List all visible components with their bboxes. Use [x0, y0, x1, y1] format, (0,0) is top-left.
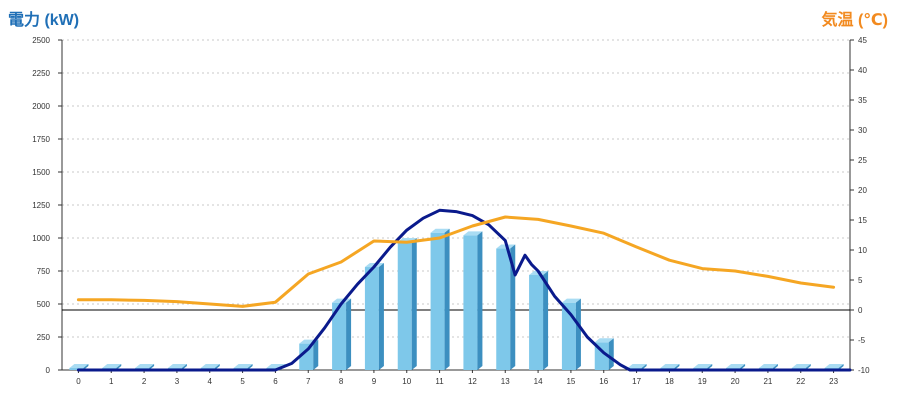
right-tick-label: 30: [858, 126, 867, 135]
bar-side: [543, 270, 549, 370]
bar: [529, 274, 544, 370]
bar-top: [627, 364, 647, 369]
x-tick-label: 7: [306, 377, 311, 386]
x-tick-label: 6: [273, 377, 278, 386]
left-tick-label: 500: [37, 300, 51, 309]
left-tick-label: 2250: [32, 69, 50, 78]
x-tick-label: 9: [372, 377, 377, 386]
left-tick-label: 0: [46, 366, 51, 375]
right-tick-label: 5: [858, 276, 863, 285]
bar-top: [102, 364, 122, 369]
left-tick-label: 250: [37, 333, 51, 342]
x-tick-label: 2: [142, 377, 147, 386]
x-tick-label: 23: [829, 377, 838, 386]
bar-top: [233, 364, 253, 369]
bar-top: [758, 364, 778, 369]
x-tick-label: 22: [796, 377, 805, 386]
power-forecast-line: [76, 208, 852, 372]
bar-side: [346, 298, 352, 370]
right-tick-label: 10: [858, 246, 867, 255]
left-tick-label: 1500: [32, 168, 50, 177]
x-tick-label: 16: [599, 377, 608, 386]
x-tick-label: 18: [665, 377, 674, 386]
right-axis-title: 気温 (℃): [821, 12, 888, 29]
bar-top: [135, 364, 155, 369]
bar: [364, 267, 379, 370]
bar-top: [463, 231, 483, 236]
bar-side: [444, 228, 450, 370]
bar: [332, 302, 347, 370]
x-tick-label: 10: [402, 377, 411, 386]
bar-top: [660, 364, 680, 369]
bar-top: [167, 364, 187, 369]
temperature-line: [76, 215, 836, 308]
left-tick-label: 2000: [32, 102, 50, 111]
right-tick-label: -10: [858, 366, 870, 375]
right-tick-label: 20: [858, 186, 867, 195]
left-tick-label: 2500: [32, 36, 50, 45]
x-tick-label: 19: [698, 377, 707, 386]
bar-top: [69, 364, 89, 369]
x-tick-label: 12: [468, 377, 477, 386]
x-tick-label: 11: [435, 377, 444, 386]
x-tick-label: 0: [76, 377, 81, 386]
bar-side: [608, 338, 614, 370]
x-tick-label: 20: [731, 377, 740, 386]
bar-side: [411, 237, 417, 370]
x-tick-label: 5: [240, 377, 245, 386]
left-tick-label: 1000: [32, 234, 50, 243]
bar: [496, 248, 511, 370]
bar-side: [575, 298, 581, 370]
x-tick-label: 21: [763, 377, 772, 386]
bar: [397, 241, 412, 370]
left-tick-label: 750: [37, 267, 51, 276]
bar-top: [430, 228, 450, 233]
bar-side: [378, 263, 384, 370]
right-tick-label: 15: [858, 216, 867, 225]
right-tick-label: 35: [858, 96, 867, 105]
right-tick-label: 25: [858, 156, 867, 165]
bar-top: [824, 364, 844, 369]
x-tick-label: 15: [566, 377, 575, 386]
bar-top: [726, 364, 746, 369]
right-tick-label: 0: [858, 306, 863, 315]
bar-top: [791, 364, 811, 369]
x-tick-label: 3: [175, 377, 180, 386]
right-tick-label: -5: [858, 336, 866, 345]
right-tick-label: 40: [858, 66, 867, 75]
x-tick-label: 13: [501, 377, 510, 386]
x-tick-label: 17: [632, 377, 641, 386]
x-tick-label: 1: [109, 377, 114, 386]
left-axis-title: 電力 (kW): [8, 12, 80, 29]
x-tick-label: 8: [339, 377, 344, 386]
bar: [463, 235, 478, 370]
bar: [69, 368, 84, 370]
bar-top: [693, 364, 713, 369]
bar-top: [561, 298, 581, 303]
x-tick-label: 4: [208, 377, 213, 386]
left-tick-label: 1250: [32, 201, 50, 210]
left-tick-label: 1750: [32, 135, 50, 144]
right-tick-label: 45: [858, 36, 867, 45]
bar-side: [477, 231, 483, 370]
bar: [561, 302, 576, 370]
bar: [430, 232, 445, 370]
bar-side: [313, 339, 319, 370]
x-tick-label: 14: [534, 377, 543, 386]
bar-top: [200, 364, 220, 369]
bar-top: [594, 338, 614, 343]
bar: [299, 343, 314, 370]
